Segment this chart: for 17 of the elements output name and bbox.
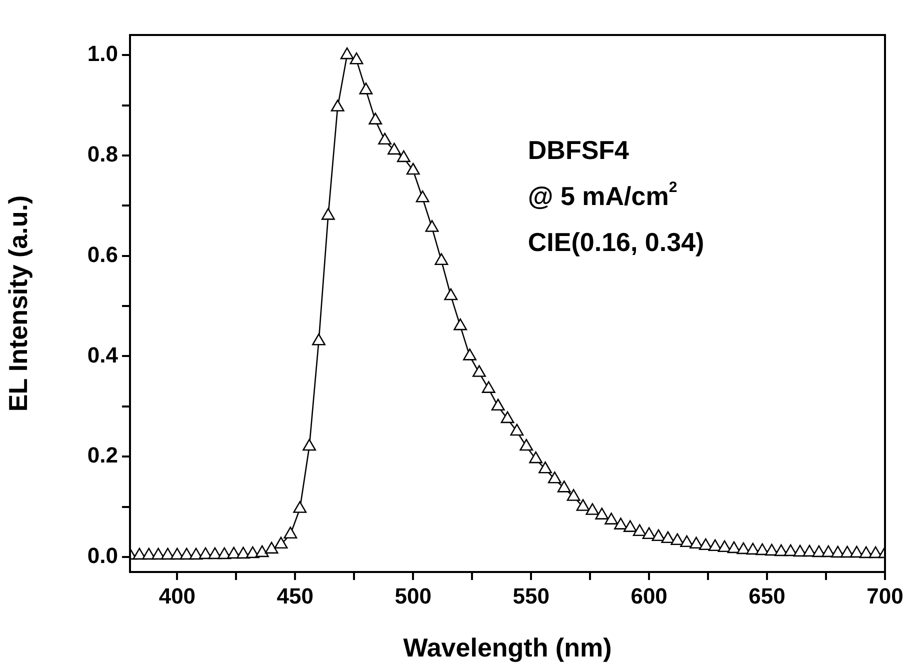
y-tick-label: 0.6 xyxy=(87,242,118,267)
x-tick-label: 450 xyxy=(276,583,314,608)
x-axis-title: Wavelength (nm) xyxy=(403,632,612,663)
annotation: DBFSF4 xyxy=(528,135,630,165)
x-tick-label: 700 xyxy=(866,583,904,608)
x-tick-label: 400 xyxy=(158,583,196,608)
y-tick-label: 0.8 xyxy=(87,142,118,167)
y-tick-label: 0.2 xyxy=(87,442,118,468)
y-axis-title: EL Intensity (a.u.) xyxy=(2,195,33,412)
x-tick-label: 650 xyxy=(748,583,786,608)
x-tick-label: 550 xyxy=(512,583,550,608)
y-tick-label: 1.0 xyxy=(87,41,118,66)
annotation: CIE(0.16, 0.34) xyxy=(528,227,704,257)
x-tick-label: 500 xyxy=(394,583,432,608)
y-tick-label: 0.0 xyxy=(87,543,118,568)
x-tick-label: 600 xyxy=(630,583,668,608)
y-tick-label: 0.4 xyxy=(87,342,119,368)
